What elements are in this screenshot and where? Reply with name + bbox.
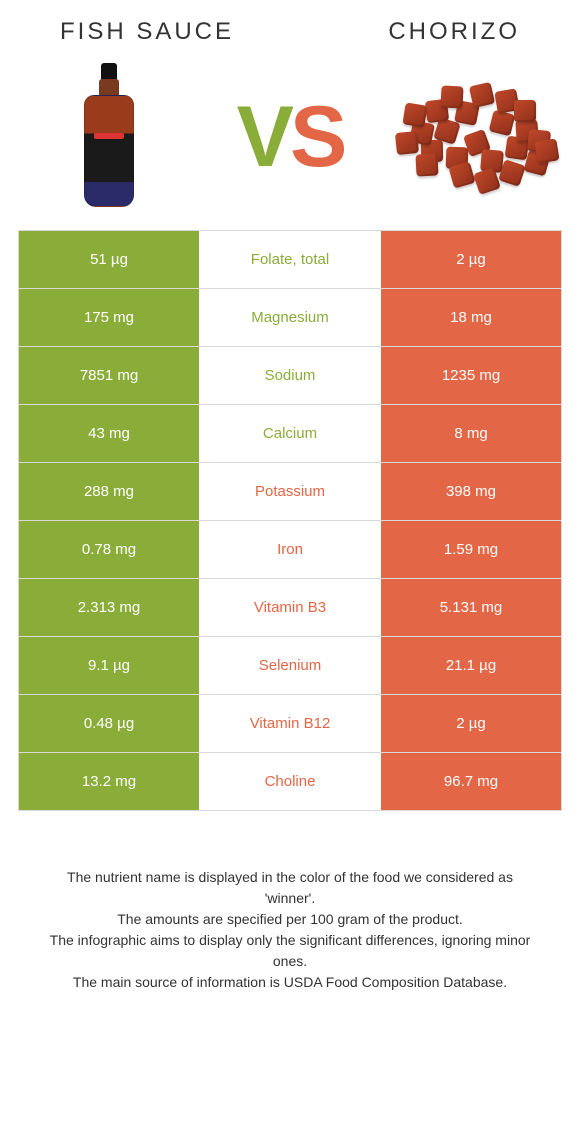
nutrient-row: 175 mgMagnesium18 mg (19, 288, 561, 346)
bottle-icon (82, 63, 136, 211)
right-value: 8 mg (381, 405, 561, 462)
nutrient-row: 13.2 mgCholine96.7 mg (19, 752, 561, 810)
left-value: 13.2 mg (19, 753, 199, 810)
chorizo-cube-icon (534, 138, 559, 163)
nutrient-label: Sodium (199, 347, 381, 404)
fish-sauce-image (34, 62, 184, 212)
footnote-line: The amounts are specified per 100 gram o… (40, 909, 540, 930)
left-food-title: Fish sauce (60, 18, 234, 46)
right-value: 96.7 mg (381, 753, 561, 810)
right-food-title: Chorizo (388, 18, 520, 46)
nutrient-row: 51 µgFolate, total2 µg (19, 230, 561, 288)
left-value: 0.78 mg (19, 521, 199, 578)
footnotes: The nutrient name is displayed in the co… (0, 811, 580, 993)
chorizo-icon (396, 82, 546, 192)
nutrient-label: Magnesium (199, 289, 381, 346)
header: Fish sauce Chorizo (0, 0, 580, 52)
left-value: 0.48 µg (19, 695, 199, 752)
footnote-line: The main source of information is USDA F… (40, 972, 540, 993)
left-value: 7851 mg (19, 347, 199, 404)
chorizo-cube-icon (402, 102, 427, 127)
left-value: 175 mg (19, 289, 199, 346)
chorizo-image (396, 62, 546, 212)
right-value: 2 µg (381, 695, 561, 752)
left-value: 43 mg (19, 405, 199, 462)
left-value: 51 µg (19, 231, 199, 288)
right-value: 1.59 mg (381, 521, 561, 578)
chorizo-cube-icon (448, 161, 475, 188)
nutrient-label: Folate, total (199, 231, 381, 288)
chorizo-cube-icon (415, 153, 438, 176)
nutrient-label: Choline (199, 753, 381, 810)
footnote-line: The infographic aims to display only the… (40, 930, 540, 972)
chorizo-cube-icon (498, 159, 526, 187)
chorizo-cube-icon (440, 85, 463, 108)
chorizo-cube-icon (395, 131, 419, 155)
left-value: 288 mg (19, 463, 199, 520)
nutrient-row: 288 mgPotassium398 mg (19, 462, 561, 520)
nutrient-label: Potassium (199, 463, 381, 520)
chorizo-cube-icon (514, 100, 536, 122)
nutrient-row: 9.1 µgSelenium21.1 µg (19, 636, 561, 694)
nutrient-label: Calcium (199, 405, 381, 462)
nutrient-label: Vitamin B12 (199, 695, 381, 752)
vs-s: S (290, 89, 343, 185)
hero-row: VS (0, 52, 580, 230)
vs-v: V (237, 89, 290, 185)
right-value: 5.131 mg (381, 579, 561, 636)
chorizo-cube-icon (489, 110, 516, 137)
right-value: 1235 mg (381, 347, 561, 404)
nutrient-label: Iron (199, 521, 381, 578)
chorizo-cube-icon (469, 82, 495, 108)
nutrient-label: Vitamin B3 (199, 579, 381, 636)
right-value: 398 mg (381, 463, 561, 520)
nutrient-table: 51 µgFolate, total2 µg175 mgMagnesium18 … (18, 230, 562, 811)
left-value: 2.313 mg (19, 579, 199, 636)
nutrient-label: Selenium (199, 637, 381, 694)
footnote-line: The nutrient name is displayed in the co… (40, 867, 540, 909)
right-value: 21.1 µg (381, 637, 561, 694)
right-value: 2 µg (381, 231, 561, 288)
nutrient-row: 43 mgCalcium8 mg (19, 404, 561, 462)
nutrient-row: 0.78 mgIron1.59 mg (19, 520, 561, 578)
nutrient-row: 2.313 mgVitamin B35.131 mg (19, 578, 561, 636)
vs-label: VS (237, 94, 344, 180)
nutrient-row: 0.48 µgVitamin B122 µg (19, 694, 561, 752)
right-value: 18 mg (381, 289, 561, 346)
nutrient-row: 7851 mgSodium1235 mg (19, 346, 561, 404)
left-value: 9.1 µg (19, 637, 199, 694)
